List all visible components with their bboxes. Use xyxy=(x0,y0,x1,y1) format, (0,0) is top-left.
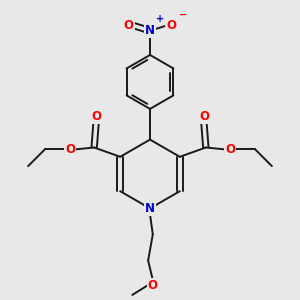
Text: O: O xyxy=(199,110,209,123)
Text: O: O xyxy=(225,143,235,156)
Text: O: O xyxy=(124,19,134,32)
Text: +: + xyxy=(156,14,164,24)
Text: O: O xyxy=(148,279,158,292)
Text: N: N xyxy=(145,24,155,37)
Text: O: O xyxy=(91,110,101,123)
Text: N: N xyxy=(145,202,155,215)
Text: −: − xyxy=(178,10,187,20)
Text: O: O xyxy=(65,143,75,156)
Text: O: O xyxy=(167,19,176,32)
